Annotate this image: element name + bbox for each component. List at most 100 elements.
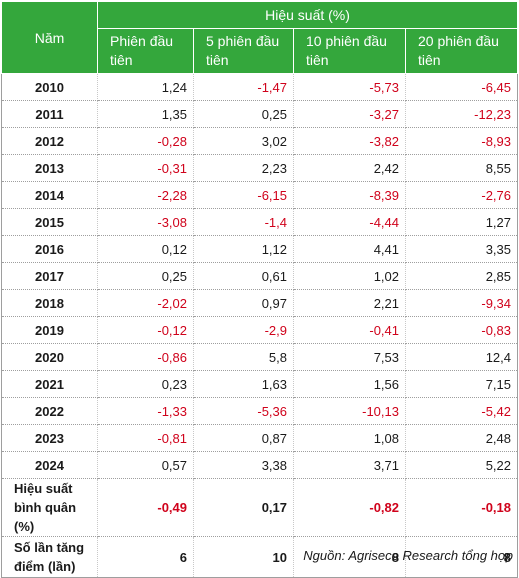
- value-cell: -0,81: [97, 424, 194, 452]
- value-cell: 2,42: [293, 154, 406, 182]
- year-cell: 2022: [1, 397, 98, 425]
- year-cell: 2023: [1, 424, 98, 452]
- value-cell: -5,73: [293, 73, 406, 101]
- value-cell: 1,56: [293, 370, 406, 398]
- column-header-first-session: Phiên đầu tiên: [97, 28, 194, 74]
- table-row: 2013 -0,31 2,23 2,42 8,55: [1, 154, 518, 182]
- value-cell: 0,25: [193, 100, 294, 128]
- year-cell: 2014: [1, 181, 98, 209]
- value-cell: 1,63: [193, 370, 294, 398]
- value-cell: 0,61: [193, 262, 294, 290]
- value-cell: -1,47: [193, 73, 294, 101]
- value-cell: -10,13: [293, 397, 406, 425]
- value-cell: -2,28: [97, 181, 194, 209]
- value-cell: -3,27: [293, 100, 406, 128]
- value-cell: -1,4: [193, 208, 294, 236]
- table-row: 2015 -3,08 -1,4 -4,44 1,27: [1, 208, 518, 236]
- year-cell: 2012: [1, 127, 98, 155]
- table-row: 2023 -0,81 0,87 1,08 2,48: [1, 424, 518, 452]
- value-cell: 3,35: [405, 235, 518, 263]
- value-cell: -8,39: [293, 181, 406, 209]
- value-cell: 1,35: [97, 100, 194, 128]
- value-cell: -0,83: [405, 316, 518, 344]
- value-cell: -3,08: [97, 208, 194, 236]
- summary-row: Hiệu suất bình quân (%) -0,49 0,17 -0,82 -0,…: [1, 478, 518, 537]
- value-cell: 5,22: [405, 451, 518, 479]
- value-cell: -0,86: [97, 343, 194, 371]
- value-cell: -5,36: [193, 397, 294, 425]
- table-row: 2024 0,57 3,38 3,71 5,22: [1, 451, 518, 479]
- value-cell: 4,41: [293, 235, 406, 263]
- table-row: 2021 0,23 1,63 1,56 7,15: [1, 370, 518, 398]
- value-cell: 6: [97, 536, 194, 578]
- value-cell: 0,57: [97, 451, 194, 479]
- value-cell: -0,12: [97, 316, 194, 344]
- value-cell: 2,21: [293, 289, 406, 317]
- value-cell: 0,17: [193, 478, 294, 537]
- value-cell: -8,93: [405, 127, 518, 155]
- value-cell: 1,02: [293, 262, 406, 290]
- year-cell: 2013: [1, 154, 98, 182]
- value-cell: -2,76: [405, 181, 518, 209]
- value-cell: -5,42: [405, 397, 518, 425]
- value-cell: -4,44: [293, 208, 406, 236]
- year-cell: 2011: [1, 100, 98, 128]
- value-cell: 12,4: [405, 343, 518, 371]
- performance-group-header: Hiệu suất (%): [97, 1, 518, 29]
- value-cell: -6,15: [193, 181, 294, 209]
- value-cell: 3,02: [193, 127, 294, 155]
- column-header-20-sessions: 20 phiên đầu tiên: [405, 28, 518, 74]
- year-cell: 2017: [1, 262, 98, 290]
- table-row: 2020 -0,86 5,8 7,53 12,4: [1, 343, 518, 371]
- value-cell: -2,02: [97, 289, 194, 317]
- value-cell: -1,33: [97, 397, 194, 425]
- table-row: 2018 -2,02 0,97 2,21 -9,34: [1, 289, 518, 317]
- column-header-5-sessions: 5 phiên đầu tiên: [193, 28, 294, 74]
- table-row: 2017 0,25 0,61 1,02 2,85: [1, 262, 518, 290]
- year-cell: 2021: [1, 370, 98, 398]
- value-cell: 1,27: [405, 208, 518, 236]
- value-cell: 0,87: [193, 424, 294, 452]
- value-cell: 0,12: [97, 235, 194, 263]
- value-cell: 3,38: [193, 451, 294, 479]
- table-row: 2010 1,24 -1,47 -5,73 -6,45: [1, 73, 518, 101]
- table-row: 2022 -1,33 -5,36 -10,13 -5,42: [1, 397, 518, 425]
- table-row: 2016 0,12 1,12 4,41 3,35: [1, 235, 518, 263]
- value-cell: 0,23: [97, 370, 194, 398]
- value-cell: -6,45: [405, 73, 518, 101]
- year-cell: 2020: [1, 343, 98, 371]
- year-cell: 2015: [1, 208, 98, 236]
- value-cell: -0,82: [293, 478, 406, 537]
- value-cell: 3,71: [293, 451, 406, 479]
- table-row: 2014 -2,28 -6,15 -8,39 -2,76: [1, 181, 518, 209]
- table-row: 2019 -0,12 -2,9 -0,41 -0,83: [1, 316, 518, 344]
- value-cell: 5,8: [193, 343, 294, 371]
- value-cell: -2,9: [193, 316, 294, 344]
- table-row: 2011 1,35 0,25 -3,27 -12,23: [1, 100, 518, 128]
- value-cell: -9,34: [405, 289, 518, 317]
- source-note: Nguồn: Agriseco Research tổng hợp: [303, 548, 513, 563]
- value-cell: -0,28: [97, 127, 194, 155]
- value-cell: 8,55: [405, 154, 518, 182]
- value-cell: 7,53: [293, 343, 406, 371]
- summary-label: Hiệu suất bình quân (%): [1, 478, 98, 537]
- year-header: Năm: [1, 1, 98, 74]
- value-cell: -0,41: [293, 316, 406, 344]
- table-row: 2012 -0,28 3,02 -3,82 -8,93: [1, 127, 518, 155]
- value-cell: 1,24: [97, 73, 194, 101]
- column-header-10-sessions: 10 phiên đầu tiên: [293, 28, 406, 74]
- year-cell: 2019: [1, 316, 98, 344]
- value-cell: -0,18: [405, 478, 518, 537]
- value-cell: 2,85: [405, 262, 518, 290]
- table-body: 2010 1,24 -1,47 -5,73 -6,45 2011 1,35 0,25 -3,27…: [1, 73, 518, 578]
- value-cell: -0,49: [97, 478, 194, 537]
- summary-label: Số lần tăng điểm (lần): [1, 536, 98, 578]
- value-cell: -0,31: [97, 154, 194, 182]
- value-cell: 2,48: [405, 424, 518, 452]
- value-cell: 10: [193, 536, 294, 578]
- value-cell: 1,12: [193, 235, 294, 263]
- year-cell: 2016: [1, 235, 98, 263]
- year-cell: 2024: [1, 451, 98, 479]
- value-cell: -3,82: [293, 127, 406, 155]
